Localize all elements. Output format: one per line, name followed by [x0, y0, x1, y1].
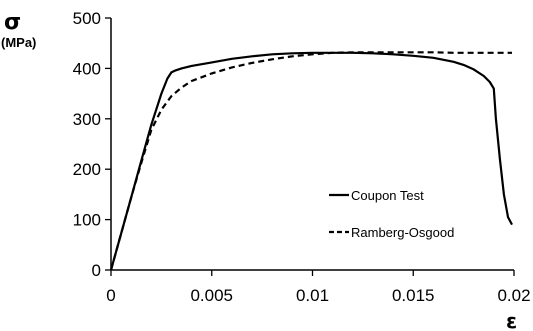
y-tick-label: 500 [73, 9, 101, 28]
x-axis-label: ε [506, 309, 517, 331]
series-layer [109, 51, 513, 271]
x-tick-label: 0.005 [190, 286, 233, 305]
y-tick-label: 0 [92, 261, 101, 280]
x-tick-label: 0 [106, 286, 115, 305]
x-tick-label: 0.01 [296, 286, 329, 305]
legend-label-ramberg-osgood: Ramberg-Osgood [351, 225, 454, 240]
legend-label-coupon-test: Coupon Test [351, 188, 424, 203]
series-line-ramberg-osgood [109, 51, 512, 271]
x-tick-label: 0.015 [392, 286, 435, 305]
x-tick-label: 0.02 [497, 286, 530, 305]
y-tick-label: 200 [73, 160, 101, 179]
y-tick-label: 300 [73, 110, 101, 129]
legend: Coupon Test Ramberg-Osgood [329, 188, 454, 240]
y-axis-label: σ [4, 10, 21, 35]
y-tick-label: 400 [73, 59, 101, 78]
tick-marks: 0 100 200 300 400 500 0 0.005 0.01 0.015 0.02 [73, 9, 531, 305]
y-axis-unit: (MPa) [1, 35, 36, 50]
y-tick-label: 100 [73, 211, 101, 230]
